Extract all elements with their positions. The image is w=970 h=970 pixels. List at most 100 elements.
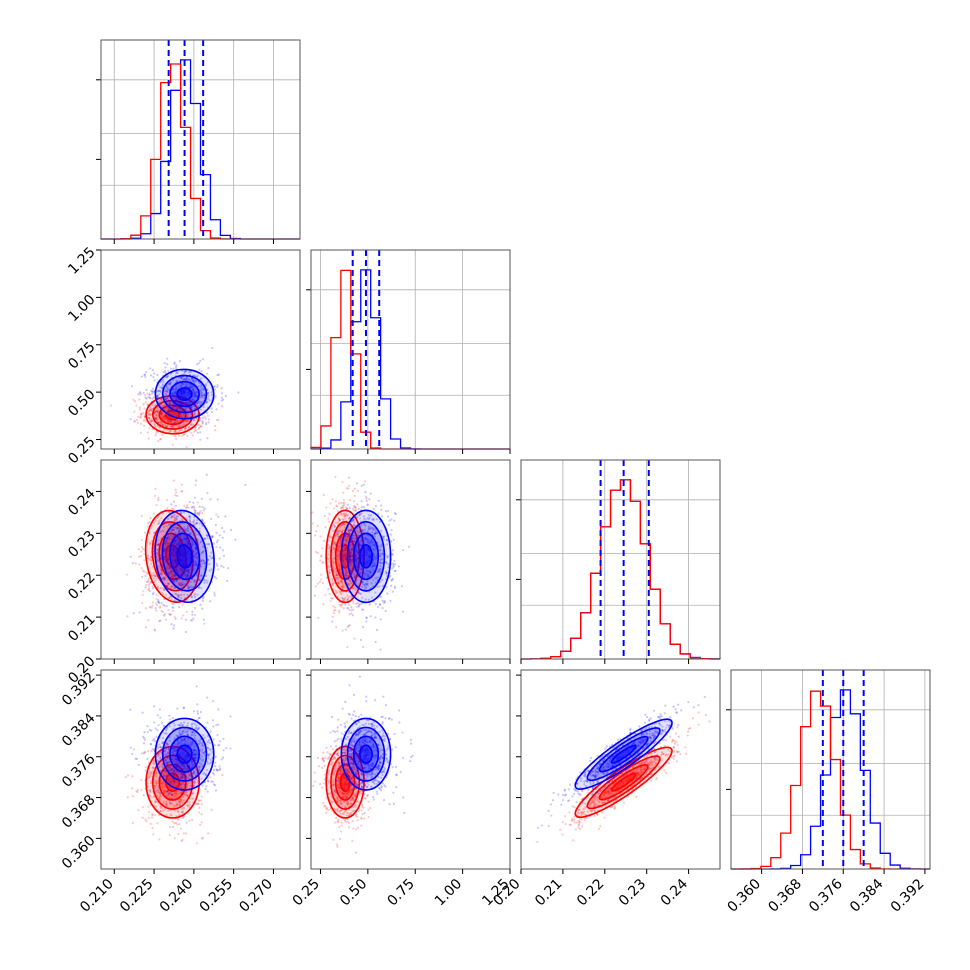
scatter-point <box>186 376 189 380</box>
scatter-point <box>179 549 183 552</box>
scatter-point <box>159 381 162 384</box>
scatter-point <box>363 561 367 565</box>
scatter-point <box>352 504 355 508</box>
scatter-point <box>353 575 356 578</box>
density-contour <box>340 509 392 604</box>
scatter-point <box>160 411 163 414</box>
scatter-point <box>154 801 157 804</box>
scatter-point <box>199 540 203 543</box>
scatter-point <box>185 518 188 522</box>
scatter-point <box>172 507 175 511</box>
scatter-point <box>209 730 212 733</box>
scatter-point <box>173 579 176 582</box>
scatter-point <box>210 551 213 554</box>
scatter-point <box>373 544 376 548</box>
scatter-point <box>181 558 184 561</box>
scatter-point <box>352 524 355 527</box>
scatter-point <box>357 605 360 608</box>
scatter-point <box>191 520 195 523</box>
scatter-point <box>367 514 371 517</box>
scatter-panel <box>100 459 301 660</box>
scatter-point <box>163 415 166 418</box>
scatter-point <box>142 403 145 406</box>
scatter-point <box>192 550 195 553</box>
scatter-point <box>159 530 163 533</box>
scatter-point <box>188 515 191 518</box>
scatter-point <box>192 392 195 395</box>
scatter-point <box>154 413 157 416</box>
scatter-point <box>172 624 176 627</box>
scatter-point <box>192 394 195 397</box>
scatter-point <box>182 390 185 393</box>
histogram-series-1 <box>730 690 930 870</box>
scatter-point <box>338 502 341 505</box>
scatter-point <box>151 397 154 401</box>
scatter-point <box>195 802 198 805</box>
scatter-point <box>154 779 158 782</box>
scatter-point <box>144 586 147 589</box>
scatter-point <box>194 393 197 396</box>
scatter-point <box>366 549 369 552</box>
scatter-point <box>164 542 168 545</box>
scatter-point <box>195 522 198 525</box>
scatter-point <box>138 391 141 394</box>
scatter-point <box>175 579 178 583</box>
scatter-point <box>200 777 203 781</box>
scatter-point <box>191 398 194 401</box>
scatter-point <box>152 574 155 577</box>
scatter-point <box>213 388 217 391</box>
scatter-point <box>349 581 352 585</box>
scatter-point <box>335 544 338 547</box>
scatter-point <box>356 601 359 605</box>
scatter-point <box>187 585 190 589</box>
scatter-point <box>161 785 164 788</box>
scatter-point <box>187 586 190 589</box>
scatter-point <box>163 559 166 562</box>
scatter-point <box>340 579 343 583</box>
scatter-point <box>364 587 367 590</box>
scatter-point <box>181 413 184 416</box>
scatter-point <box>367 548 370 551</box>
scatter-point <box>167 573 171 576</box>
scatter-point <box>159 809 162 813</box>
scatter-point <box>170 529 173 533</box>
scatter-point <box>152 587 155 590</box>
scatter-point <box>146 730 149 734</box>
scatter-point <box>175 743 178 746</box>
scatter-point <box>203 393 206 396</box>
scatter-point <box>185 539 188 543</box>
scatter-point <box>172 804 175 807</box>
scatter-point <box>162 773 165 777</box>
scatter-point <box>189 745 192 748</box>
scatter-point <box>375 581 378 584</box>
scatter-point <box>330 536 333 539</box>
scatter-point <box>183 538 186 541</box>
scatter-point <box>338 569 341 572</box>
scatter-point <box>153 628 156 631</box>
scatter-point <box>362 515 365 518</box>
scatter-point <box>182 549 185 552</box>
scatter-point <box>170 802 173 805</box>
scatter-point <box>206 391 210 394</box>
scatter-point <box>374 531 377 535</box>
density-fill <box>326 510 365 603</box>
scatter-point <box>157 760 160 763</box>
scatter-point <box>192 772 195 775</box>
scatter-point <box>171 606 174 609</box>
scatter-point <box>181 568 184 572</box>
scatter-point <box>170 570 173 574</box>
scatter-point <box>180 547 183 551</box>
scatter-point <box>348 476 351 479</box>
scatter-point <box>327 558 330 561</box>
scatter-point <box>139 416 142 419</box>
scatter-point <box>182 421 185 424</box>
scatter-point <box>147 811 151 814</box>
scatter-point <box>144 584 148 587</box>
scatter-point <box>169 802 172 805</box>
scatter-point <box>152 531 156 535</box>
scatter-point <box>180 383 183 386</box>
scatter-point <box>361 596 364 599</box>
scatter-point <box>216 769 219 772</box>
scatter-point <box>164 397 167 400</box>
scatter-point <box>368 554 371 558</box>
